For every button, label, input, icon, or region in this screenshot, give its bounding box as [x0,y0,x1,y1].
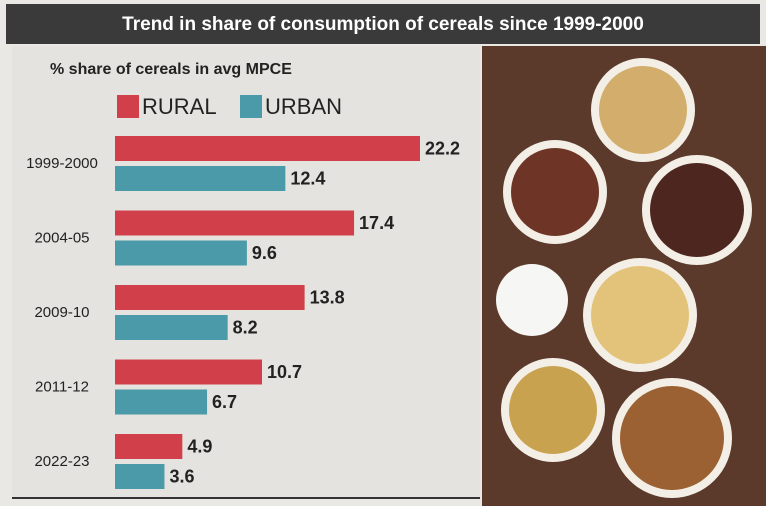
value-label: 9.6 [252,243,277,263]
chart: Trend in share of consumption of cereals… [0,0,766,506]
chart-title: Trend in share of consumption of cereals… [122,14,644,35]
legend-label: URBAN [265,94,342,119]
legend-swatch [117,95,139,118]
category-label: 2011-12 [35,378,89,395]
bar [115,360,262,385]
value-label: 4.9 [187,436,212,456]
cereal [650,163,744,257]
milk-jug [496,264,568,336]
cereal [620,386,724,490]
value-label: 17.4 [359,213,394,233]
value-label: 13.8 [310,287,345,307]
cereal [599,66,687,154]
value-label: 3.6 [169,466,194,486]
category-label: 1999-2000 [26,155,98,172]
legend-label: RURAL [142,94,217,119]
bar [115,211,354,236]
value-label: 8.2 [233,317,258,337]
bar [115,464,164,489]
chart-subtitle: % share of cereals in avg MPCE [50,61,292,78]
bar [115,434,182,459]
bar [115,315,228,340]
bar [115,285,305,310]
category-label: 2022-23 [34,453,89,470]
cereal [509,366,597,454]
bar [115,241,247,266]
bar [115,136,420,161]
cereal [591,266,689,364]
photo [482,46,766,506]
legend-swatch [240,95,262,118]
bar [115,166,285,191]
value-label: 10.7 [267,362,302,382]
value-label: 22.2 [425,138,460,158]
cereal [511,148,599,236]
category-label: 2009-10 [34,304,89,321]
category-label: 2004-05 [34,229,89,246]
value-label: 6.7 [212,392,237,412]
value-label: 12.4 [290,168,325,188]
bar [115,390,207,415]
